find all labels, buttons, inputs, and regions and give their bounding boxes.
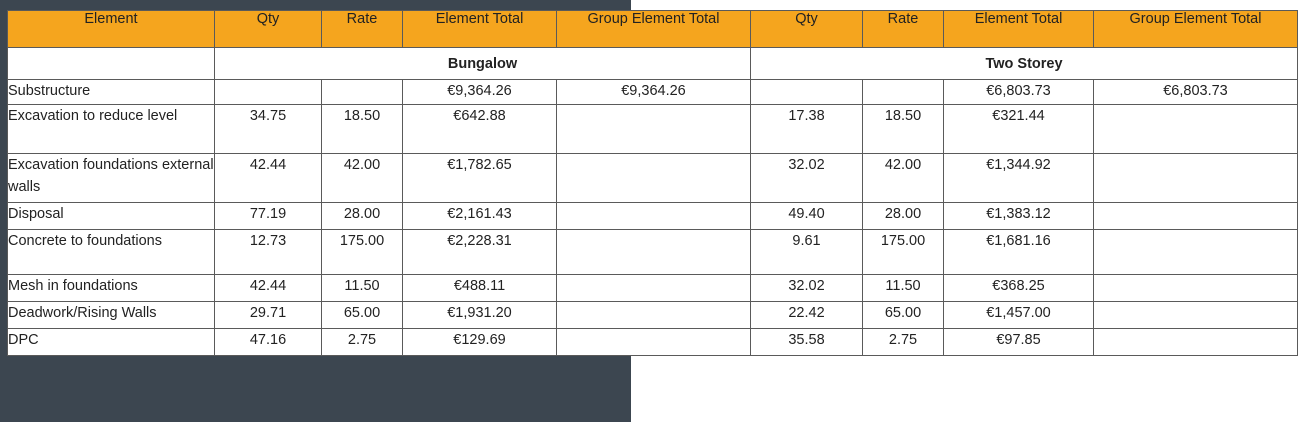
cell-bungalow-element-total: €642.88	[402, 104, 557, 154]
group-row: Bungalow Two Storey	[7, 47, 1298, 80]
cell-two-storey-qty: 9.61	[750, 229, 863, 275]
cell-bungalow-group-total	[556, 229, 751, 275]
cell-two-storey-qty: 32.02	[750, 153, 863, 203]
table-row: Excavation to reduce level 34.75 18.50 €642…	[7, 104, 1298, 154]
cell-bungalow-group-total	[556, 202, 751, 230]
cell-two-storey-qty: 49.40	[750, 202, 863, 230]
header-element-total-bungalow: Element Total	[402, 10, 557, 48]
cell-bungalow-qty: 42.44	[214, 274, 322, 302]
cell-two-storey-group-total	[1093, 328, 1298, 356]
cell-two-storey-rate: 11.50	[862, 274, 944, 302]
group-blank-cell	[7, 47, 215, 80]
cell-bungalow-rate: 28.00	[321, 202, 403, 230]
cell-two-storey-element-total: €1,681.16	[943, 229, 1094, 275]
cell-two-storey-qty	[750, 79, 863, 105]
cell-two-storey-group-total	[1093, 104, 1298, 154]
cell-two-storey-rate: 18.50	[862, 104, 944, 154]
cell-bungalow-element-total: €1,931.20	[402, 301, 557, 329]
table-row: Disposal 77.19 28.00 €2,161.43 49.40 28.00 €1,…	[7, 202, 1298, 230]
cell-two-storey-element-total: €321.44	[943, 104, 1094, 154]
cell-two-storey-qty: 22.42	[750, 301, 863, 329]
cell-two-storey-element-total: €1,344.92	[943, 153, 1094, 203]
cell-two-storey-rate: 42.00	[862, 153, 944, 203]
cell-two-storey-group-total	[1093, 229, 1298, 275]
cell-bungalow-rate: 42.00	[321, 153, 403, 203]
header-qty-bungalow: Qty	[214, 10, 322, 48]
cell-bungalow-group-total	[556, 104, 751, 154]
header-element: Element	[7, 10, 215, 48]
cell-bungalow-qty: 77.19	[214, 202, 322, 230]
cell-two-storey-rate: 28.00	[862, 202, 944, 230]
header-rate-two-storey: Rate	[862, 10, 944, 48]
cell-bungalow-qty	[214, 79, 322, 105]
cell-element: Excavation to reduce level	[7, 104, 215, 154]
cell-bungalow-rate: 65.00	[321, 301, 403, 329]
cell-two-storey-qty: 32.02	[750, 274, 863, 302]
cell-bungalow-group-total	[556, 153, 751, 203]
cell-bungalow-rate: 18.50	[321, 104, 403, 154]
cell-bungalow-rate	[321, 79, 403, 105]
table-row: DPC 47.16 2.75 €129.69 35.58 2.75 €97.85	[7, 328, 1298, 356]
cell-bungalow-element-total: €2,228.31	[402, 229, 557, 275]
cell-element: DPC	[7, 328, 215, 356]
cell-bungalow-group-total	[556, 274, 751, 302]
cell-bungalow-element-total: €129.69	[402, 328, 557, 356]
cell-bungalow-rate: 11.50	[321, 274, 403, 302]
cell-two-storey-rate: 175.00	[862, 229, 944, 275]
cell-bungalow-qty: 42.44	[214, 153, 322, 203]
group-bungalow: Bungalow	[214, 47, 751, 80]
cell-bungalow-group-total: €9,364.26	[556, 79, 751, 105]
cell-element: Mesh in foundations	[7, 274, 215, 302]
cell-two-storey-qty: 35.58	[750, 328, 863, 356]
cell-bungalow-rate: 2.75	[321, 328, 403, 356]
cell-two-storey-element-total: €368.25	[943, 274, 1094, 302]
table-row: Deadwork/Rising Walls 29.71 65.00 €1,931.20…	[7, 301, 1298, 329]
cell-bungalow-element-total: €9,364.26	[402, 79, 557, 105]
cell-element: Excavation foundations external walls	[7, 153, 215, 203]
cell-two-storey-group-total	[1093, 202, 1298, 230]
cell-bungalow-element-total: €1,782.65	[402, 153, 557, 203]
cell-bungalow-group-total	[556, 301, 751, 329]
header-qty-two-storey: Qty	[750, 10, 863, 48]
cell-element: Substructure	[7, 79, 215, 105]
cell-bungalow-group-total	[556, 328, 751, 356]
group-two-storey: Two Storey	[750, 47, 1298, 80]
cell-bungalow-element-total: €2,161.43	[402, 202, 557, 230]
table-row: Mesh in foundations 42.44 11.50 €488.11 32.0…	[7, 274, 1298, 302]
cell-two-storey-rate: 2.75	[862, 328, 944, 356]
cell-two-storey-group-total	[1093, 301, 1298, 329]
cell-two-storey-element-total: €97.85	[943, 328, 1094, 356]
cost-table: Element Qty Rate Element Total Group Ele…	[7, 10, 1298, 356]
header-rate-bungalow: Rate	[321, 10, 403, 48]
cell-two-storey-group-total: €6,803.73	[1093, 79, 1298, 105]
table-body: Substructure €9,364.26 €9,364.26 €6,803.73 €…	[7, 79, 1298, 356]
cell-two-storey-group-total	[1093, 153, 1298, 203]
table-row: Excavation foundations external walls 42.…	[7, 153, 1298, 203]
cell-two-storey-group-total	[1093, 274, 1298, 302]
table-row: Concrete to foundations 12.73 175.00 €2,228…	[7, 229, 1298, 275]
cell-two-storey-rate	[862, 79, 944, 105]
header-element-total-two-storey: Element Total	[943, 10, 1094, 48]
cell-element: Disposal	[7, 202, 215, 230]
cell-bungalow-qty: 47.16	[214, 328, 322, 356]
table-row: Substructure €9,364.26 €9,364.26 €6,803.73 €…	[7, 79, 1298, 105]
cell-element: Deadwork/Rising Walls	[7, 301, 215, 329]
header-group-total-bungalow: Group Element Total	[556, 10, 751, 48]
cell-two-storey-qty: 17.38	[750, 104, 863, 154]
cell-bungalow-rate: 175.00	[321, 229, 403, 275]
cell-bungalow-qty: 29.71	[214, 301, 322, 329]
header-row: Element Qty Rate Element Total Group Ele…	[7, 10, 1298, 48]
cell-two-storey-rate: 65.00	[862, 301, 944, 329]
cell-two-storey-element-total: €1,457.00	[943, 301, 1094, 329]
cell-bungalow-qty: 34.75	[214, 104, 322, 154]
cell-bungalow-element-total: €488.11	[402, 274, 557, 302]
header-group-total-two-storey: Group Element Total	[1093, 10, 1298, 48]
cell-two-storey-element-total: €1,383.12	[943, 202, 1094, 230]
cell-two-storey-element-total: €6,803.73	[943, 79, 1094, 105]
cell-bungalow-qty: 12.73	[214, 229, 322, 275]
cell-element: Concrete to foundations	[7, 229, 215, 275]
